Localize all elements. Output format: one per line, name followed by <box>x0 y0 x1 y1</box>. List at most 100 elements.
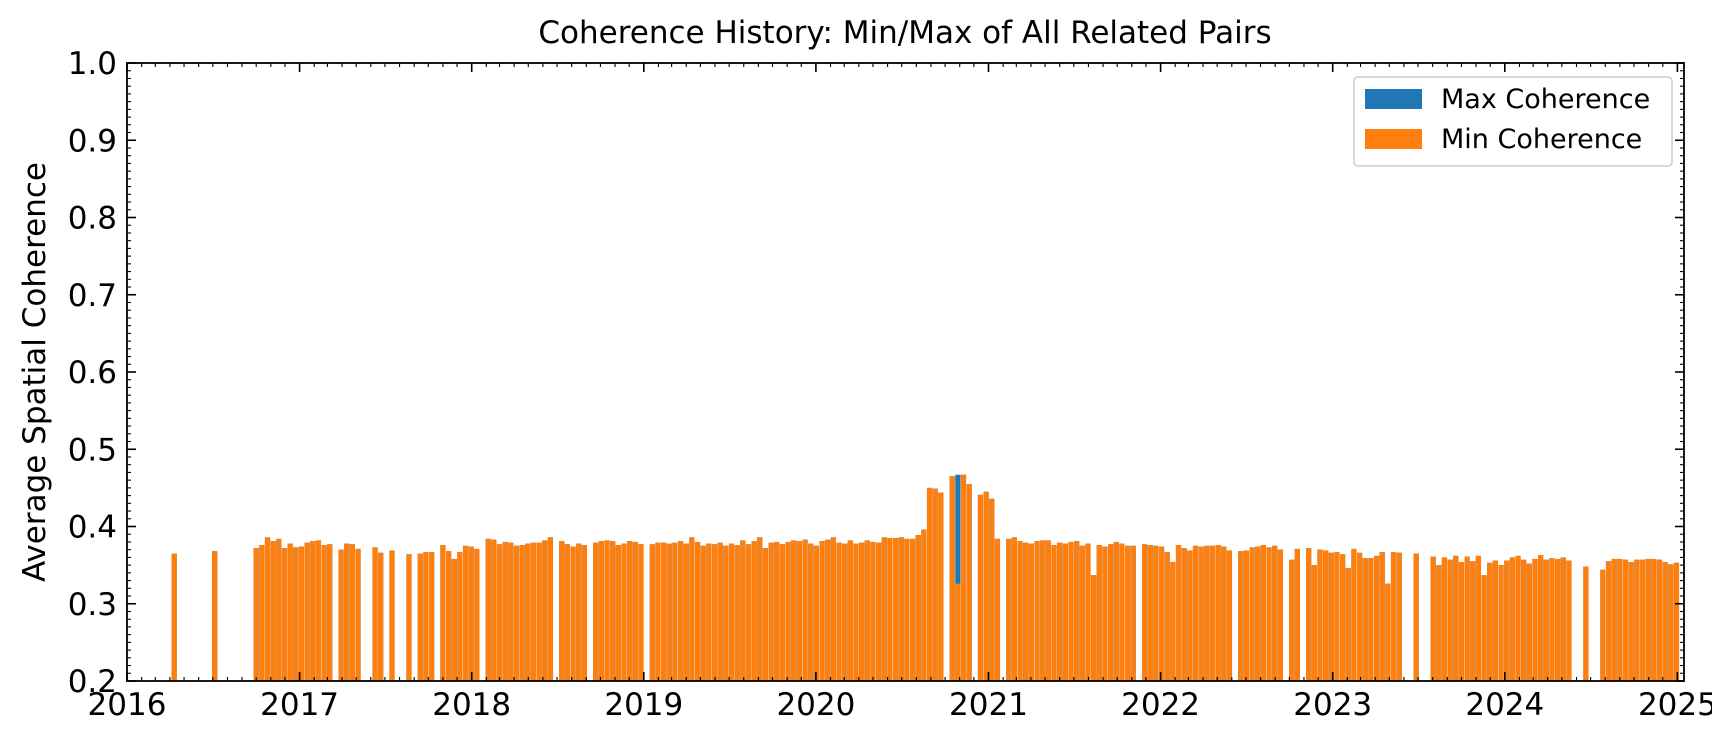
min-coherence-bar <box>1158 546 1165 681</box>
y-tick-label: 0.8 <box>68 201 117 237</box>
min-coherence-bar <box>1074 541 1080 681</box>
min-coherence-bar <box>808 543 814 681</box>
min-coherence-bar <box>1057 542 1063 681</box>
min-coherence-bar <box>1147 545 1153 681</box>
min-coherence-bar <box>1605 561 1612 681</box>
y-axis-label: Average Spatial Coherence <box>17 162 53 582</box>
min-coherence-bar <box>1187 550 1193 681</box>
min-coherence-bar <box>1340 554 1346 681</box>
min-coherence-bar <box>1062 543 1068 681</box>
min-coherence-bar <box>581 545 587 681</box>
min-coherence-bar <box>1639 559 1646 681</box>
min-coherence-bar <box>349 544 355 681</box>
x-tick-label: 2017 <box>260 687 339 723</box>
y-tick-label: 0.3 <box>68 587 117 623</box>
min-coherence-bar <box>638 544 644 681</box>
min-coherence-bar <box>1555 558 1561 681</box>
tick-labels-layer: 0.2 0.3 0.4 0.5 0.6 0.7 0.8 0.9 1.0 2016 2017 2018 2… <box>68 46 1712 723</box>
min-coherence-bar <box>1521 559 1527 681</box>
min-coherence-bar <box>1238 551 1244 681</box>
min-coherence-bar <box>1028 543 1034 681</box>
min-coherence-bar <box>1413 553 1419 681</box>
ticks-layer <box>126 62 1684 682</box>
min-coherence-bar <box>1487 562 1493 681</box>
min-coherence-bar <box>1390 551 1397 681</box>
min-coherence-bar <box>1622 559 1629 681</box>
min-coherence-bar <box>171 553 177 681</box>
min-coherence-bar <box>429 551 435 681</box>
min-coherence-bar <box>1345 568 1351 681</box>
min-coherence-bar <box>983 491 989 681</box>
min-coherence-bar <box>1124 545 1131 681</box>
min-coherence-bar <box>1215 545 1221 681</box>
min-coherence-bar <box>751 541 757 681</box>
min-coherence-bar <box>672 542 678 681</box>
min-coherence-bar <box>321 545 327 681</box>
min-coherence-bar <box>666 543 672 681</box>
min-coherence-bar <box>677 541 684 681</box>
min-coherence-bar <box>1498 565 1504 682</box>
min-coherence-bar <box>519 545 525 681</box>
min-coherence-bar <box>304 542 310 681</box>
min-coherence-bar <box>791 540 797 681</box>
min-coherence-bar <box>525 543 531 681</box>
min-coherence-bar <box>1221 546 1227 681</box>
min-coherence-bar <box>1628 562 1634 681</box>
min-coherence-bar <box>825 539 831 681</box>
min-coherence-bar <box>989 498 995 681</box>
min-coherence-bar <box>932 488 938 681</box>
min-coherence-bar <box>859 542 865 681</box>
min-coherence-bar <box>508 542 514 681</box>
min-coherence-bar <box>779 544 786 681</box>
min-coherence-bar <box>949 476 955 681</box>
min-coherence-bar <box>491 539 497 681</box>
min-coherence-bar <box>689 537 695 681</box>
min-coherence-bar <box>457 551 463 681</box>
min-coherence-bar <box>1504 560 1510 681</box>
min-coherence-bar <box>621 543 627 681</box>
min-coherence-bar <box>270 541 276 681</box>
legend-label-min-coherence: Min Coherence <box>1441 124 1642 155</box>
min-coherence-bar <box>338 549 344 681</box>
min-coherence-bar <box>723 545 729 681</box>
min-coherence-bar <box>1255 546 1261 681</box>
min-coherence-bar <box>762 548 769 681</box>
min-coherence-bar <box>1181 548 1187 681</box>
x-tick-label: 2024 <box>1465 687 1544 723</box>
min-coherence-bar <box>785 541 791 681</box>
min-coherence-bar <box>1583 566 1589 681</box>
min-coherence-bar <box>1260 545 1266 681</box>
bars-layer <box>171 474 1680 682</box>
x-tick-label: 2025 <box>1638 687 1712 723</box>
min-coherence-bar <box>502 541 508 681</box>
min-coherence-bar <box>310 541 316 681</box>
min-coherence-bar <box>542 540 548 681</box>
min-coherence-bar <box>1464 556 1470 681</box>
y-tick-label: 1.0 <box>68 46 117 82</box>
min-coherence-bar <box>977 494 984 681</box>
min-coherence-bar <box>1249 547 1255 681</box>
plot-frame <box>126 62 1685 682</box>
min-coherence-bar <box>1549 558 1555 681</box>
min-coherence-bar <box>1379 551 1385 681</box>
min-coherence-bar <box>1277 549 1283 681</box>
min-coherence-bar <box>926 487 933 682</box>
min-coherence-bar <box>1226 550 1233 681</box>
min-coherence-bar <box>1006 538 1012 681</box>
y-tick-label: 0.6 <box>68 355 117 391</box>
min-coherence-bar <box>1045 540 1051 681</box>
min-coherence-bar <box>1373 555 1380 681</box>
min-coherence-bar <box>1436 565 1442 682</box>
min-coherence-bar <box>864 540 870 681</box>
min-coherence-bar <box>1645 558 1651 681</box>
min-coherence-bar <box>870 541 876 681</box>
min-coherence-bar <box>745 544 752 681</box>
min-coherence-bar <box>417 553 423 681</box>
legend: Max Coherence Min Coherence <box>1353 76 1673 167</box>
legend-swatch-min-coherence <box>1365 129 1422 149</box>
min-coherence-bar <box>1668 564 1674 681</box>
min-coherence-bar <box>836 542 842 681</box>
min-coherence-bar <box>576 543 582 681</box>
min-coherence-bar <box>559 541 565 681</box>
